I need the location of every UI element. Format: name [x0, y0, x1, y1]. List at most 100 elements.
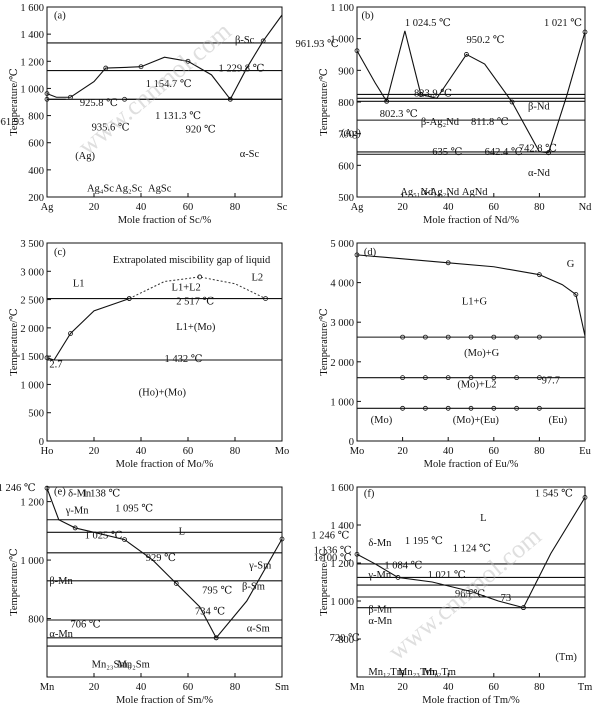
x-tick-label: 80: [534, 202, 545, 213]
annotation-label: 1 545 ℃: [535, 489, 573, 500]
annotation-label: 642.4 ℃: [485, 147, 523, 158]
data-point: [468, 334, 474, 340]
annotation-label: 1 246 ℃: [311, 530, 349, 541]
data-point: [173, 581, 179, 586]
data-point: [537, 272, 542, 278]
chart-panel-2: Ag 20 40 60 80 Nd 500 600 700 800 900 1 000 1 100 Mol…: [295, 3, 592, 226]
annotation-label: α-Sc: [240, 149, 260, 160]
x-tick-label: 60: [489, 446, 500, 457]
y-tick-label: 200: [28, 193, 44, 204]
annotation-label: (Eu): [549, 415, 568, 426]
data-point: [400, 334, 406, 340]
y-tick-label: 800: [338, 98, 354, 109]
series-line: [420, 53, 549, 154]
annotation-label: β-Ag₂Nd: [421, 117, 460, 128]
series-line: [356, 553, 524, 609]
y-tick-label: 700: [338, 130, 354, 141]
annotation-label: L: [480, 513, 486, 524]
data-point: [546, 150, 551, 156]
y-tick-label: 1 000: [330, 597, 354, 608]
annotation-label: 1 025 ℃: [85, 530, 123, 541]
y-tick-label: 1 000: [20, 84, 44, 95]
y-tick-label: 900: [338, 66, 354, 77]
series-line: [229, 14, 283, 100]
annotation-label: 1 095 ℃: [115, 504, 153, 515]
data-point: [44, 485, 50, 491]
data-point: [537, 334, 542, 340]
data-point: [400, 375, 406, 381]
data-point: [491, 334, 497, 340]
data-point: [263, 296, 268, 302]
annotation-label: AgNd: [462, 187, 488, 198]
data-point: [68, 331, 73, 336]
x-tick-label: Mo: [350, 446, 365, 457]
annotation-label: L1+(Mo): [176, 322, 216, 333]
annotation-label: 920 ℃: [186, 124, 216, 135]
data-point: [197, 274, 203, 280]
data-point: [445, 405, 451, 411]
x-tick-label: Mn: [350, 682, 365, 693]
annotation-label: 2 517 ℃: [176, 296, 214, 307]
data-point: [354, 551, 360, 557]
y-axis-title: Temperature/℃: [319, 68, 330, 136]
y-axis-title: Temperature/℃: [9, 308, 20, 376]
annotation-label: Ag₅₁Nd₁₄: [400, 187, 441, 198]
annotation-label: (e): [54, 487, 66, 498]
y-tick-label: 1 200: [20, 498, 44, 509]
annotation-label: 97.7: [542, 376, 560, 387]
annotation-label: 720 ℃: [330, 633, 360, 644]
annotation-label: 802.3 ℃: [380, 109, 418, 120]
data-point: [521, 605, 526, 611]
annotation-label: Ag₂Sc: [115, 183, 142, 194]
annotation-label: Mn₂Tm: [423, 667, 456, 678]
x-tick-label: Mo: [275, 446, 290, 457]
annotation-label: 734 ℃: [195, 606, 225, 617]
data-point: [582, 495, 588, 500]
annotation-label: 1 021 ℃: [544, 18, 582, 29]
annotation-label: 961.93: [0, 117, 24, 128]
annotation-label: (Mo)+(Eu): [453, 415, 500, 426]
y-tick-label: 1 200: [20, 57, 44, 68]
y-tick-label: 1 000: [20, 380, 44, 391]
plot-frame: [356, 242, 586, 442]
y-tick-label: 800: [28, 615, 44, 626]
x-tick-label: Eu: [579, 446, 591, 457]
annotation-label: 1 246 ℃: [0, 483, 36, 494]
y-tick-label: 2 000: [330, 358, 354, 369]
annotation-label: 1 136 ℃: [314, 546, 352, 557]
annotation-label: 706 ℃: [71, 620, 101, 631]
y-tick-label: 0: [349, 437, 354, 448]
annotation-label: 929 ℃: [146, 553, 176, 564]
y-axis-title: Temperature/℃: [9, 68, 20, 136]
data-point: [354, 48, 360, 54]
y-tick-label: 1 000: [330, 397, 354, 408]
y-tick-label: 3 000: [20, 267, 44, 278]
annotation-label: α-Nd: [528, 168, 551, 179]
y-tick-label: 1 200: [330, 559, 354, 570]
annotation-label: G: [567, 259, 575, 270]
plot-frame: [46, 6, 283, 198]
chart-panel-3: Ho 20 40 60 80 Mo 0 500 1 000 1 500 2 000 2 500 3 00…: [9, 239, 289, 470]
x-tick-label: Ho: [41, 446, 54, 457]
x-tick-label: Nd: [579, 202, 593, 213]
annotation-label: 73: [501, 593, 512, 604]
annotation-label: 1 432 ℃: [165, 354, 203, 365]
data-point: [126, 296, 132, 302]
data-point: [422, 405, 428, 411]
data-point: [44, 96, 50, 102]
annotation-label: 811.8 ℃: [471, 117, 509, 128]
data-point: [491, 405, 497, 411]
annotation-label: δ-Mn: [68, 489, 92, 500]
watermark: www.cnnmol.com: [72, 16, 237, 161]
annotation-label: β-Mn: [49, 576, 73, 587]
x-tick-label: Mn: [40, 682, 55, 693]
x-tick-label: 20: [397, 446, 408, 457]
annotation-label: 1 021 ℃: [428, 570, 466, 581]
y-tick-label: 1 000: [330, 35, 354, 46]
annotation-label: Extrapolated miscibility gap of liquid: [113, 255, 271, 266]
y-axis-title: Temperature/℃: [9, 548, 20, 616]
x-tick-label: 40: [136, 446, 147, 457]
series-line: [46, 298, 130, 361]
y-tick-label: 2 000: [20, 324, 44, 335]
